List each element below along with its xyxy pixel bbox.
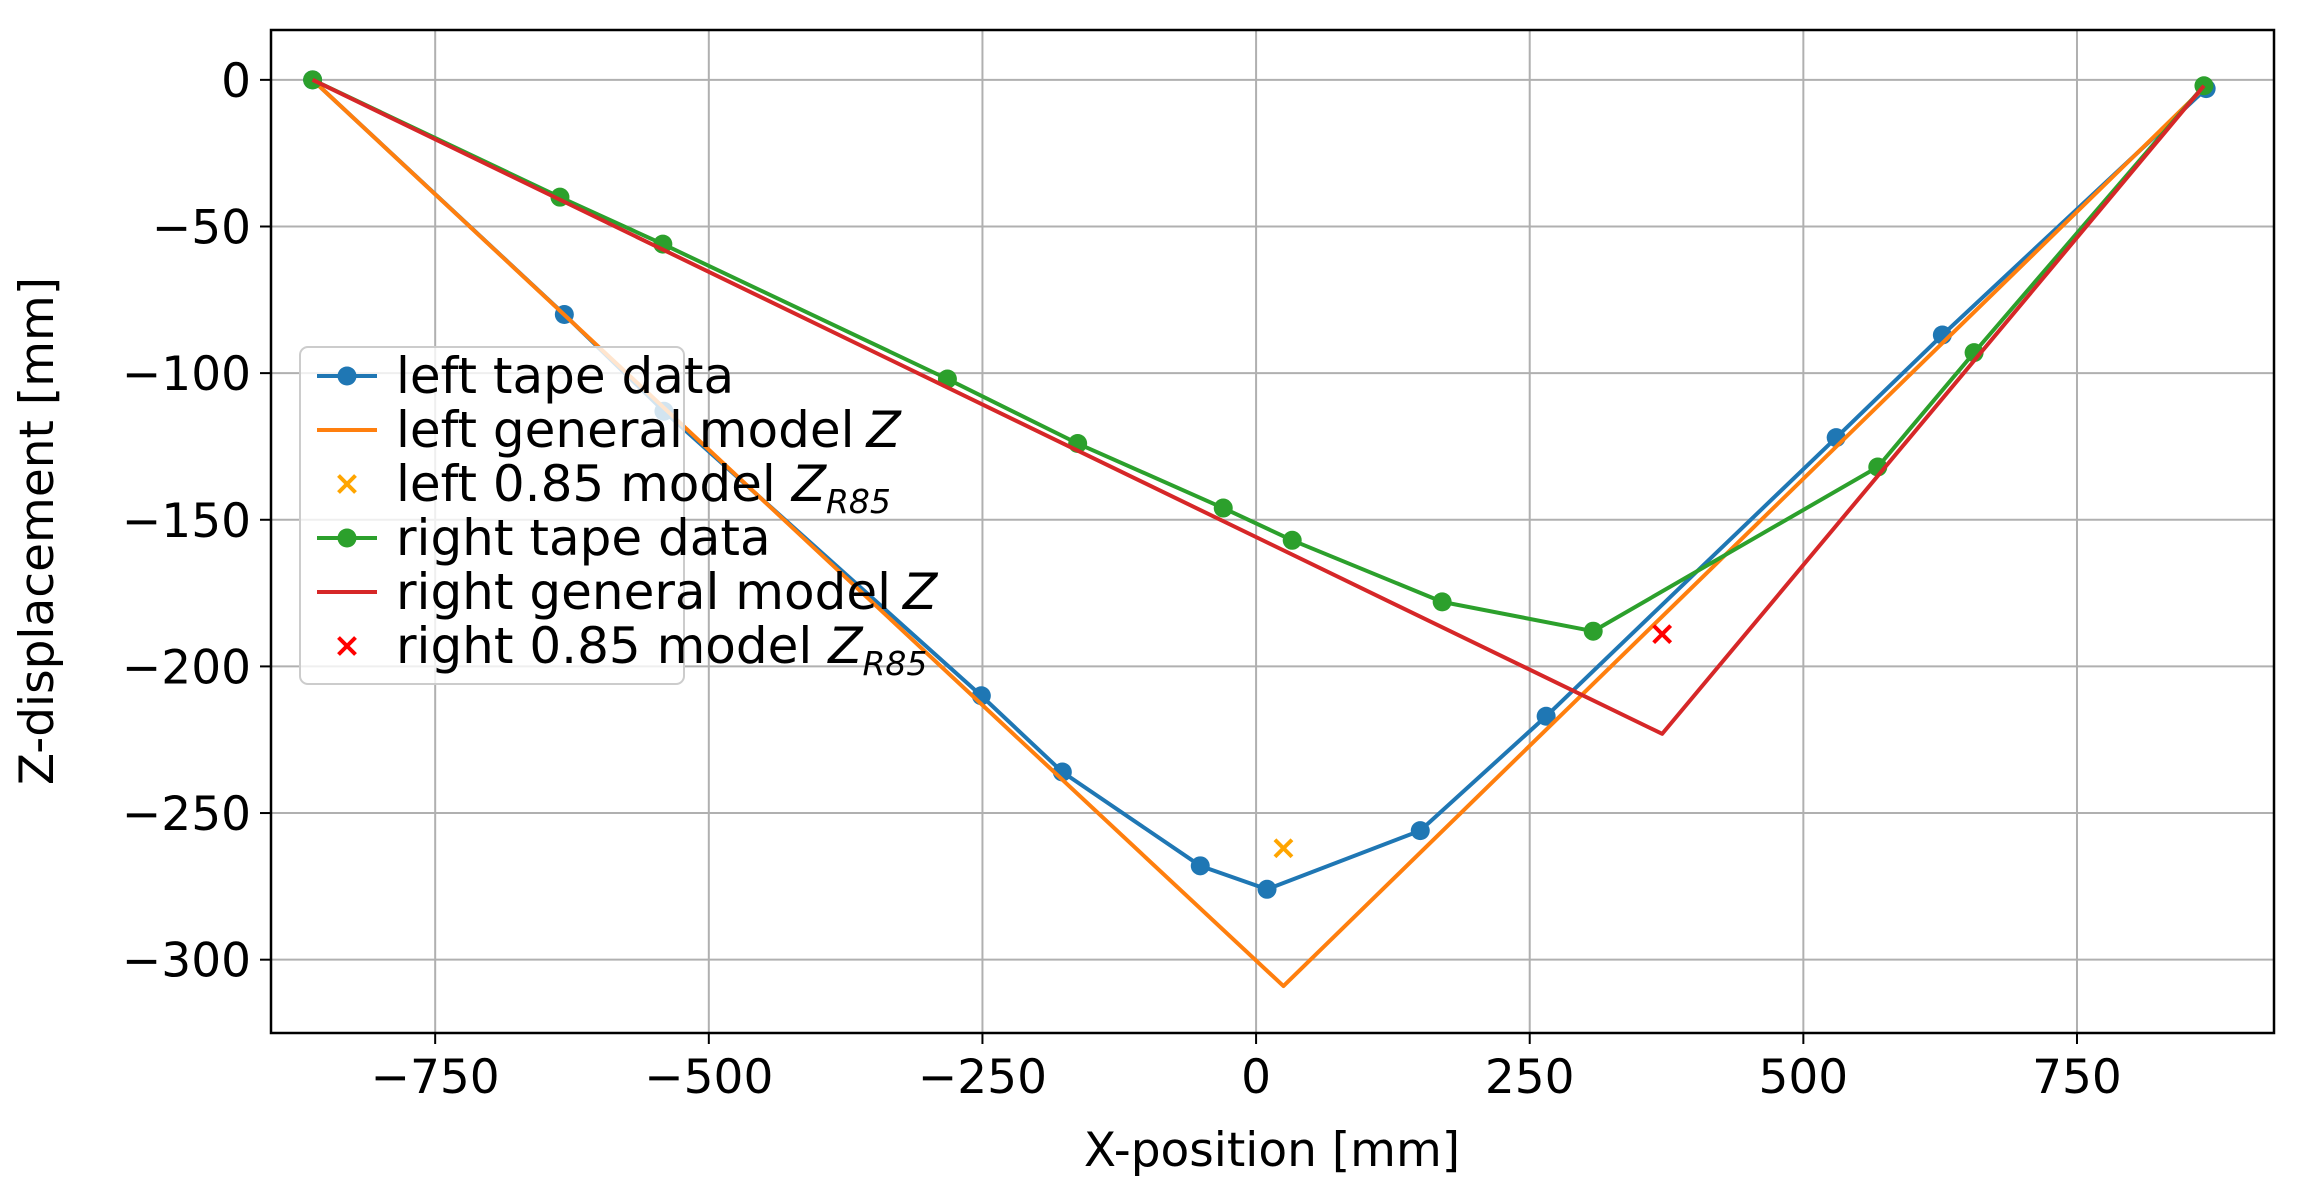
y-tick-label: −200	[122, 640, 251, 695]
data-point	[1282, 530, 1302, 550]
legend-label-text: left general model	[396, 401, 855, 459]
legend-item-left-tape-data: left tape data	[317, 347, 734, 405]
legend-swatch-cross	[337, 636, 357, 656]
legend-label: right tape data	[396, 509, 771, 567]
legend-label-math: Z	[865, 401, 903, 459]
x-tick-label: 250	[1485, 1050, 1575, 1105]
legend-item-right-tape-data: right tape data	[317, 509, 771, 567]
data-point-cross	[1273, 838, 1294, 859]
data-point	[1432, 592, 1452, 612]
legend-item-right-general-model: right general model Z	[317, 563, 939, 621]
legend-label: right 0.85 model ZR85	[396, 617, 927, 683]
x-tick-label: 500	[1758, 1050, 1848, 1105]
legend-label-text: right 0.85 model	[396, 617, 828, 675]
y-axis-label: Z-displacement [mm]	[10, 277, 65, 785]
legend-swatch-marker	[337, 366, 357, 386]
legend-box	[299, 346, 685, 685]
axis-ticks: −750 −500 −250 0 250 500 750 0 −50 −100 −150 −200 −2…	[122, 54, 2122, 1105]
data-point	[1257, 879, 1277, 899]
legend-label-subscript: R85	[826, 482, 891, 521]
x-tick-label: −750	[371, 1050, 500, 1105]
data-point-cross	[1652, 624, 1673, 645]
legend-label-text: left 0.85 model	[396, 455, 792, 513]
series-right-085-model	[1652, 624, 1673, 645]
legend-label: left tape data	[396, 347, 734, 405]
legend-label-math: Z	[790, 455, 828, 513]
legend-label-text: right general model	[396, 563, 891, 621]
data-point	[1190, 856, 1210, 876]
legend-item-left-085-model: left 0.85 model ZR85	[337, 455, 891, 521]
y-tick-label: −250	[122, 787, 251, 842]
x-axis-label: X-position [mm]	[1084, 1123, 1460, 1178]
legend-label: left 0.85 model ZR85	[396, 455, 891, 521]
data-point	[1583, 621, 1603, 641]
legend-label: right general model Z	[396, 563, 939, 621]
legend-label-text: right tape data	[396, 509, 771, 567]
series-line	[311, 78, 2206, 736]
x-tick-label: −500	[644, 1050, 773, 1105]
legend-label-math: Z	[826, 617, 864, 675]
x-tick-label: 750	[2032, 1050, 2122, 1105]
data-point	[1410, 821, 1430, 841]
series-line	[311, 78, 2206, 634]
legend-item-left-general-model: left general model Z	[317, 401, 903, 459]
data-point	[1536, 706, 1556, 726]
legend-label-text: left tape data	[396, 347, 734, 405]
legend-item-right-085-model: right 0.85 model ZR85	[337, 617, 927, 683]
y-tick-label: −150	[122, 494, 251, 549]
legend-label-subscript: R85	[862, 644, 927, 683]
x-tick-label: −250	[918, 1050, 1047, 1105]
y-tick-label: −300	[122, 934, 251, 989]
data-point	[1213, 498, 1233, 518]
series-right-general-model	[311, 78, 2206, 736]
plot-series	[303, 70, 2216, 989]
series-left-085-model	[1273, 838, 1294, 859]
legend-label: left general model Z	[396, 401, 903, 459]
legend-label-math: Z	[901, 563, 939, 621]
legend-swatch-marker	[337, 528, 357, 548]
y-tick-label: 0	[221, 54, 251, 109]
y-tick-label: −50	[152, 200, 251, 255]
legend-swatch-cross	[337, 474, 357, 494]
plot-frame	[269, 28, 2276, 1035]
x-tick-label: 0	[1241, 1050, 1271, 1105]
y-tick-label: −100	[122, 347, 251, 402]
